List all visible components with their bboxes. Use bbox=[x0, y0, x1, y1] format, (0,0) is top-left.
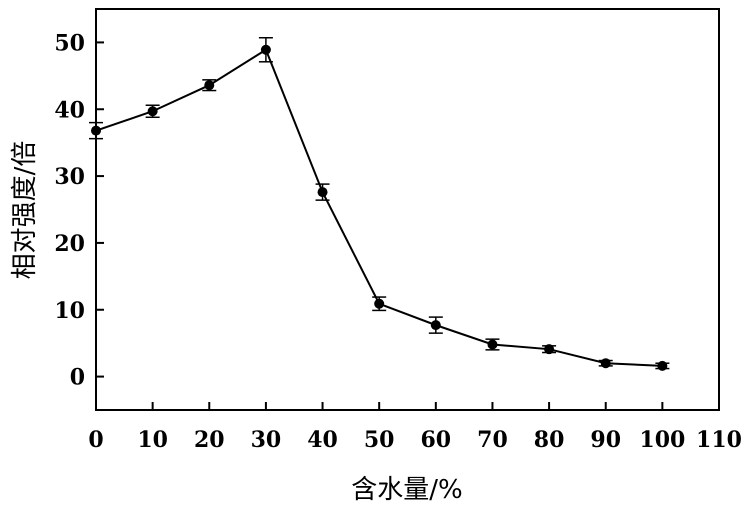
x-tick-label-70: 70 bbox=[477, 427, 508, 453]
x-tick-label-110: 110 bbox=[696, 427, 742, 453]
series-line bbox=[96, 50, 662, 366]
x-tick-label-10: 10 bbox=[137, 427, 168, 453]
data-point-20 bbox=[204, 80, 214, 90]
x-axis-tick-labels: 0 10 20 30 40 50 60 70 80 90 100 110 bbox=[88, 427, 742, 453]
data-point-10 bbox=[148, 106, 158, 116]
x-tick-label-80: 80 bbox=[534, 427, 565, 453]
y-tick-label-30: 30 bbox=[54, 164, 85, 190]
data-point-40 bbox=[318, 187, 328, 197]
y-tick-label-0: 0 bbox=[70, 365, 85, 391]
data-point-60 bbox=[431, 320, 441, 330]
y-tick-label-20: 20 bbox=[54, 231, 85, 257]
x-axis-ticks bbox=[96, 402, 719, 410]
x-tick-label-30: 30 bbox=[251, 427, 282, 453]
x-tick-label-60: 60 bbox=[421, 427, 452, 453]
data-point-90 bbox=[601, 358, 611, 368]
x-tick-label-50: 50 bbox=[364, 427, 395, 453]
x-tick-label-0: 0 bbox=[88, 427, 103, 453]
x-axis-title: 含水量/% bbox=[351, 475, 462, 505]
data-point-50 bbox=[374, 299, 384, 309]
data-point-70 bbox=[487, 340, 497, 350]
x-tick-label-100: 100 bbox=[639, 427, 685, 453]
y-axis-title: 相对强度/倍 bbox=[10, 141, 40, 280]
data-point-0 bbox=[91, 126, 101, 136]
x-tick-label-40: 40 bbox=[307, 427, 338, 453]
y-axis-ticks bbox=[96, 42, 104, 376]
data-point-80 bbox=[544, 344, 554, 354]
y-tick-label-50: 50 bbox=[54, 30, 85, 56]
y-tick-label-40: 40 bbox=[54, 97, 85, 123]
data-point-30 bbox=[261, 45, 271, 55]
data-points bbox=[91, 45, 667, 371]
data-point-100 bbox=[657, 361, 667, 371]
plot-frame bbox=[96, 9, 719, 410]
x-tick-label-90: 90 bbox=[590, 427, 621, 453]
y-tick-label-10: 10 bbox=[54, 298, 85, 324]
y-axis-tick-labels: 0 10 20 30 40 50 bbox=[54, 30, 85, 390]
x-tick-label-20: 20 bbox=[194, 427, 225, 453]
error-bars bbox=[89, 38, 669, 369]
